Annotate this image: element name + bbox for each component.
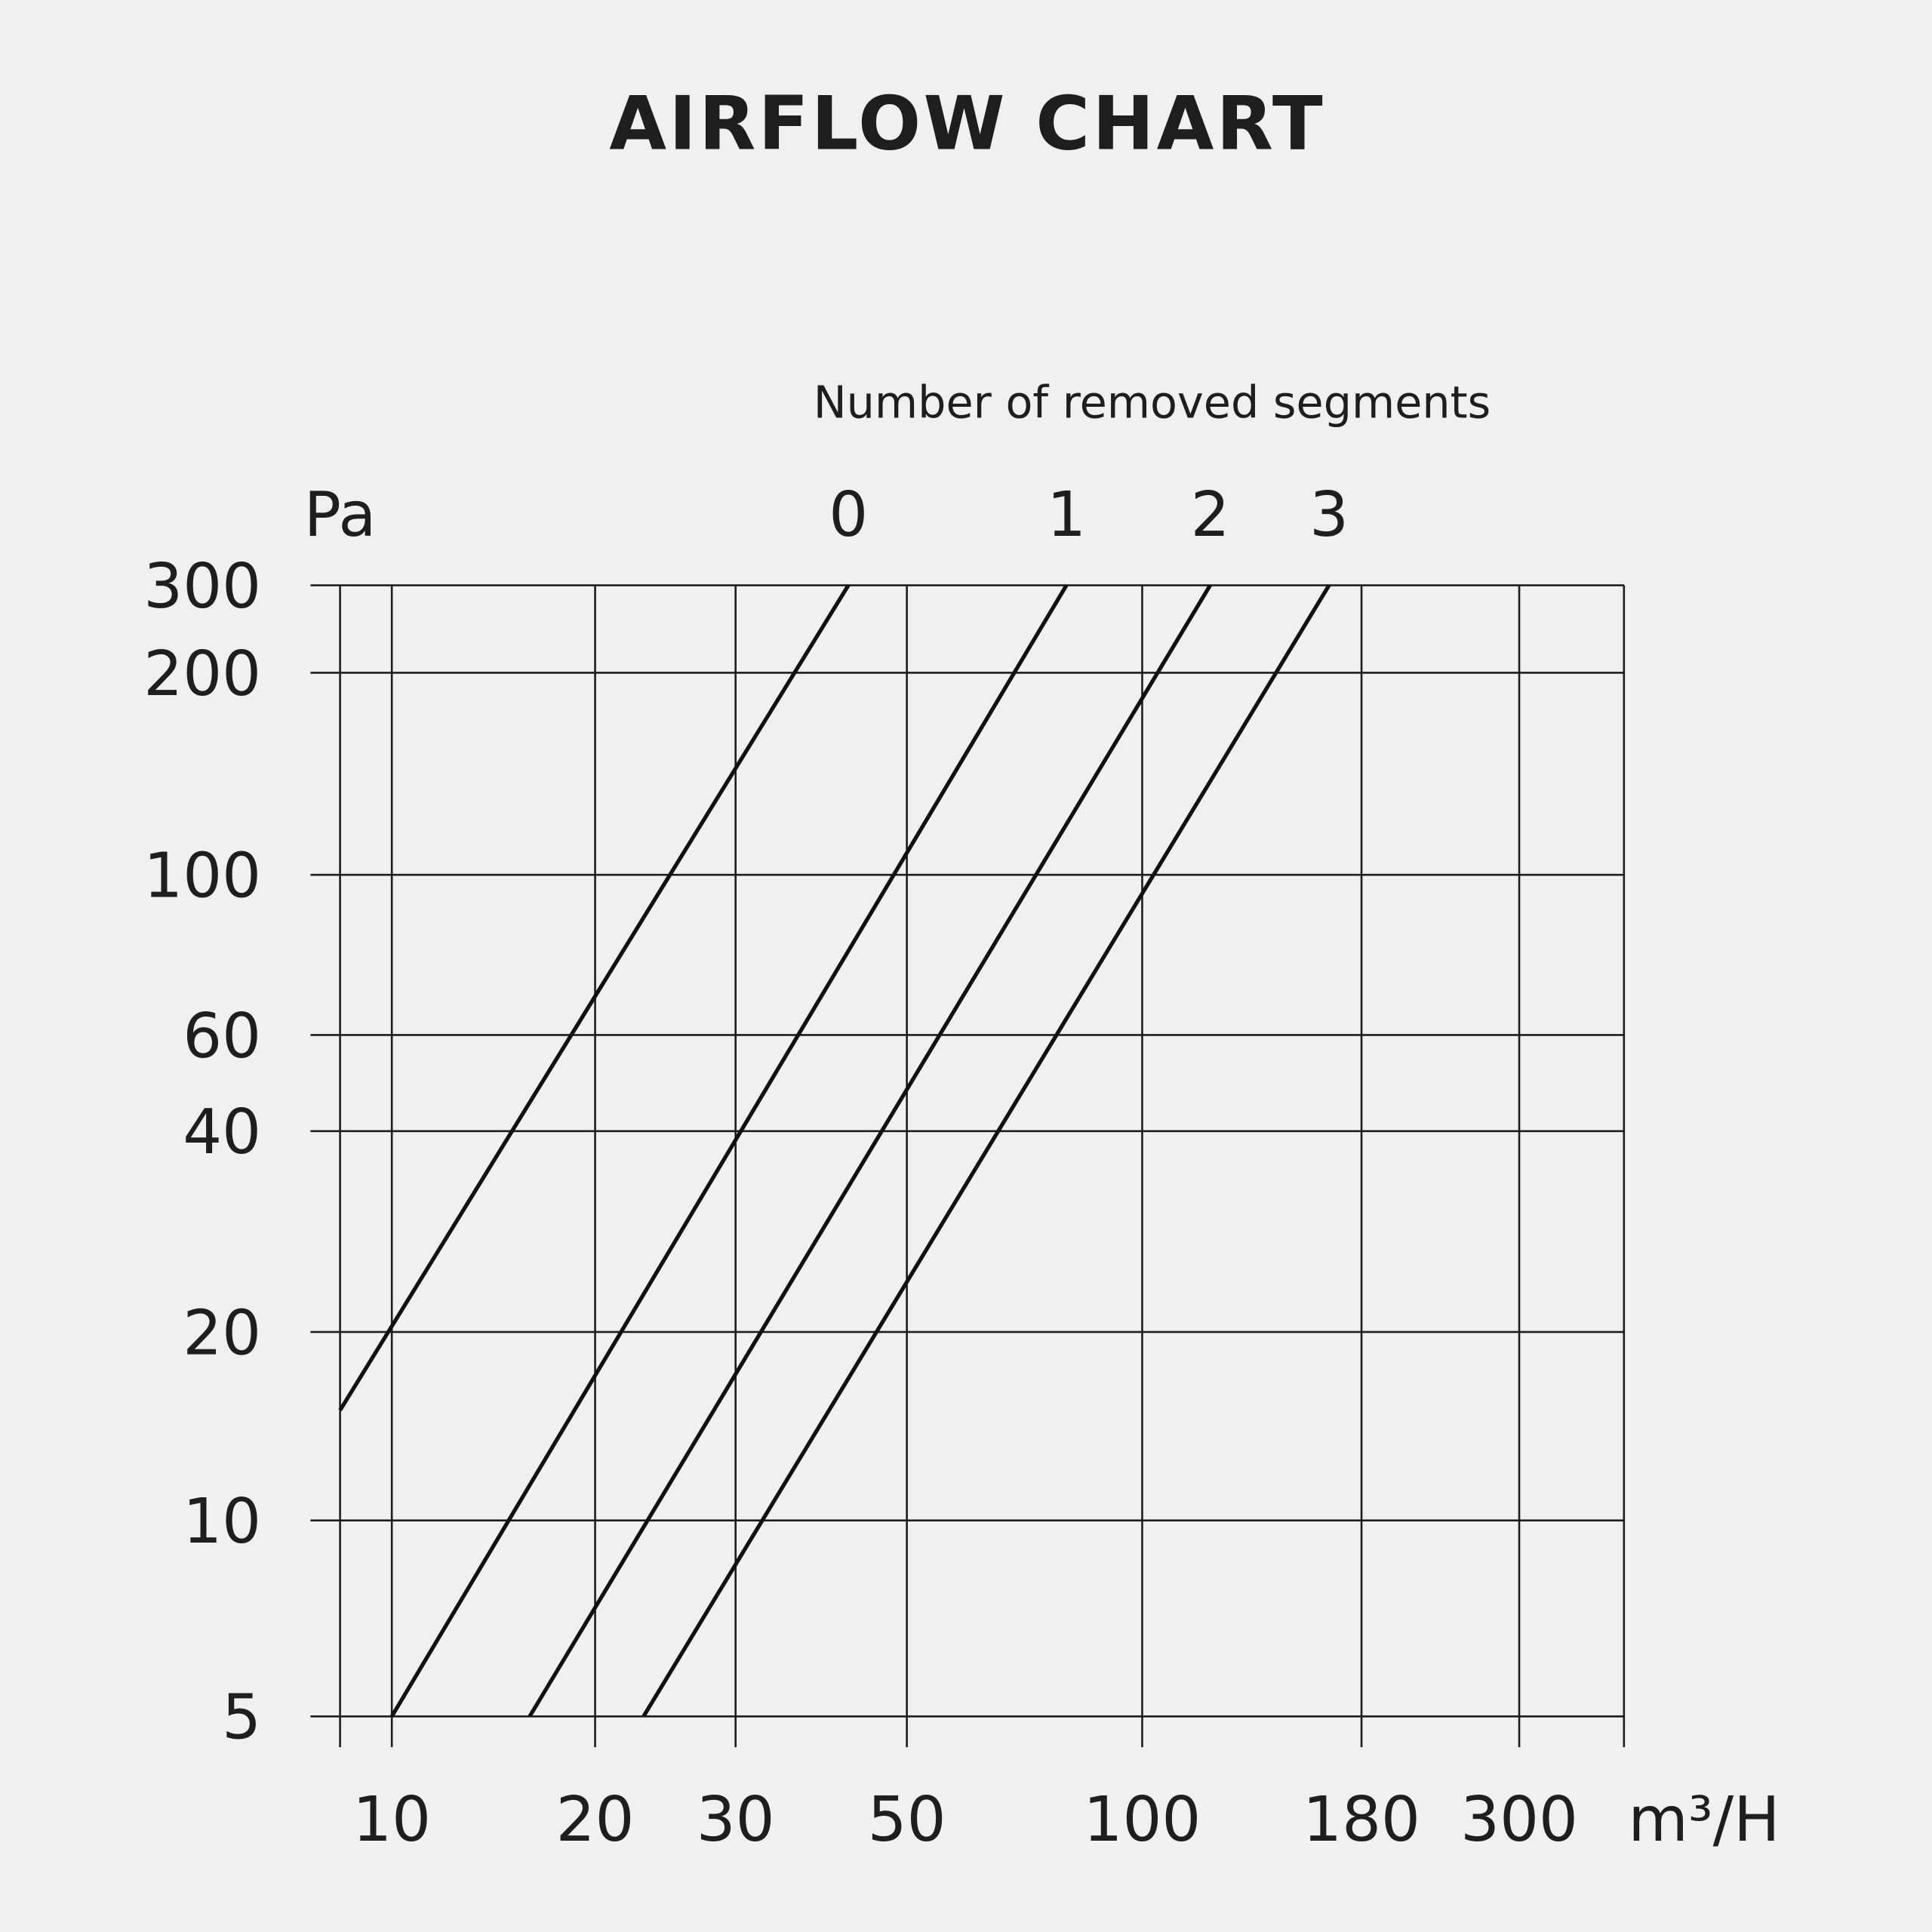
y-tick-label: 5 — [222, 1682, 261, 1754]
y-axis-label: Pa — [304, 479, 377, 551]
x-tick-label: 50 — [868, 1784, 946, 1856]
y-tick-label: 20 — [183, 1297, 261, 1369]
y-tick-label: 40 — [183, 1097, 261, 1168]
x-tick-label: 180 — [1303, 1784, 1420, 1856]
x-tick-label: 100 — [1084, 1784, 1201, 1856]
series-line-1 — [389, 584, 1069, 1718]
series-line-2 — [528, 584, 1212, 1718]
series-label: 0 — [829, 479, 868, 551]
series-label: 2 — [1191, 479, 1230, 551]
x-tick-label: 30 — [697, 1784, 775, 1856]
y-tick-label: 100 — [143, 841, 261, 912]
y-tick-label: 300 — [143, 551, 261, 623]
x-axis-label: m³/H — [1628, 1784, 1780, 1856]
series-label: 3 — [1309, 479, 1349, 551]
y-tick-label: 10 — [183, 1486, 261, 1558]
x-tick-label: 10 — [352, 1784, 431, 1856]
y-tick-label: 60 — [183, 1001, 261, 1072]
series-label: 1 — [1047, 479, 1086, 551]
series-line-3 — [641, 584, 1331, 1718]
chart-title: AIRFLOW CHART — [609, 82, 1325, 168]
y-tick-label: 200 — [143, 638, 261, 710]
x-tick-label: 20 — [556, 1784, 635, 1856]
series-line-0 — [338, 584, 851, 1411]
x-tick-label: 300 — [1460, 1784, 1578, 1856]
legend-title: Number of removed segments — [814, 376, 1491, 428]
